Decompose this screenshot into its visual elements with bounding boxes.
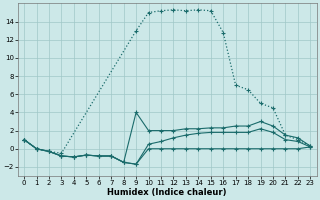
X-axis label: Humidex (Indice chaleur): Humidex (Indice chaleur) — [108, 188, 227, 197]
